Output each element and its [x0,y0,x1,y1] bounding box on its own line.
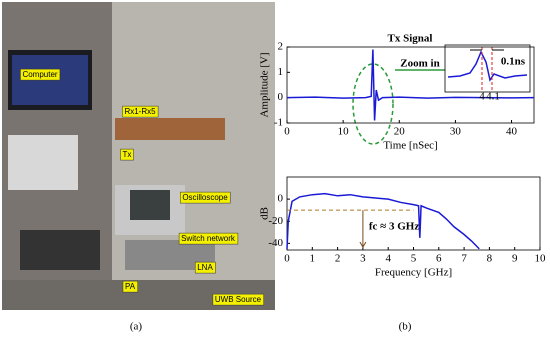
data-line [286,49,535,121]
photo-label: Tx [123,150,132,159]
y-axis-label: Amplitude [V] [259,52,271,117]
x-tick-label: 2 [335,253,341,265]
label-box [122,105,159,118]
x-tick-label: 10 [338,126,350,138]
x-tick-label: 20 [394,126,406,138]
x-tick-label: 6 [436,253,442,265]
photo-label: Computer [22,70,57,79]
photo-label: Switch network [181,234,236,243]
x-tick-label: 7 [461,253,467,265]
x-tick-label: 8 [487,253,493,265]
annotation: 4.1 [486,91,500,103]
label-box [194,261,216,274]
x-tick-label: 10 [535,253,547,265]
label-box [122,280,138,293]
photo-label: Rx1-Rx5 [124,107,156,116]
y-tick-label: -1 [274,117,283,129]
x-tick-label: 1 [310,253,316,265]
label-box [20,68,61,81]
annotation: Zoom in [400,58,439,70]
photo-label: Oscilloscope [182,193,228,202]
chart-title: Tx Signal [388,33,433,45]
x-axis-label: Frequency [GHz] [375,267,452,279]
x-tick-label: 30 [450,126,462,138]
y-tick-label: 0 [278,91,284,103]
arrow-head [359,241,367,248]
plot-frame [286,46,535,124]
y-tick-label: -40 [268,237,283,249]
x-axis-label: Time [nSec] [383,140,437,152]
annotation: fc ≈ 3 GHz [369,220,419,232]
annotation: 4 [479,91,485,103]
label-box [180,191,231,204]
highlight [352,63,394,145]
panel-label: (a) [130,321,143,333]
photo-label: UWB Source [215,295,262,304]
x-tick-label: 4 [385,253,391,265]
data-line [286,192,480,250]
photo-label: PA [125,282,136,291]
x-tick-label: 9 [512,253,518,265]
photo-label: LNA [197,263,213,272]
label-box [212,293,264,306]
x-tick-label: 40 [506,126,518,138]
y-tick-label: 0 [278,193,284,205]
annotation: 0.1ns [501,56,526,68]
panel-label: (b) [399,321,412,333]
y-tick-label: 2 [278,41,284,53]
label-box [178,232,239,245]
inset-wave [447,50,528,82]
label-box [120,148,134,161]
photo [2,2,275,310]
x-tick-label: 0 [284,126,290,138]
x-tick-label: 0 [284,253,290,265]
y-axis-label: dB [259,207,271,220]
y-tick-label: -20 [268,215,283,227]
x-tick-label: 3 [360,253,366,265]
y-tick-label: 1 [278,66,284,78]
x-tick-label: 5 [411,253,417,265]
plot-frame [286,176,541,251]
